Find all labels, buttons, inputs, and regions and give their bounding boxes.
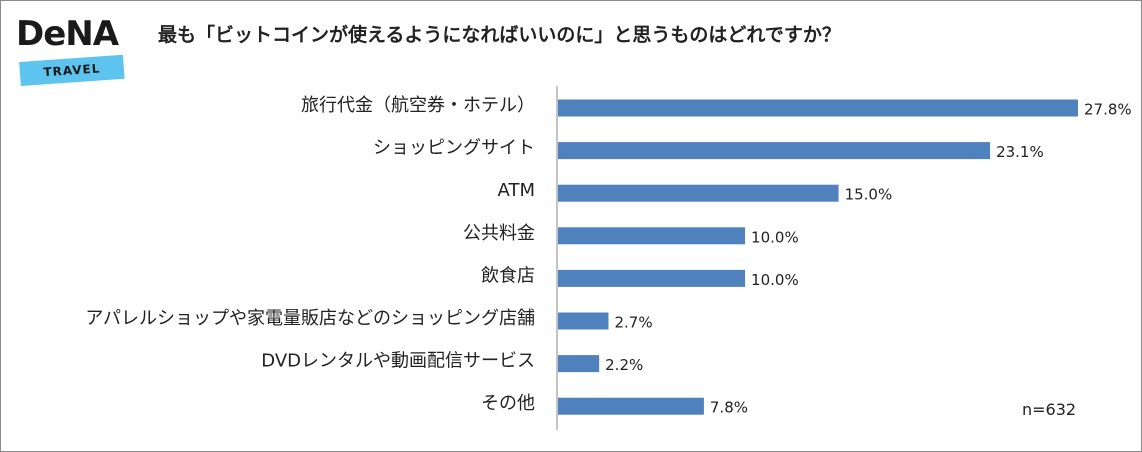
sample-size-note: n=632 bbox=[1022, 400, 1077, 419]
bar-0 bbox=[558, 99, 1078, 117]
value-label-5: 2.7% bbox=[615, 314, 653, 332]
category-label-0: 旅行代金（航空券・ホテル） bbox=[301, 95, 535, 116]
bar-4 bbox=[558, 269, 746, 287]
value-label-1: 23.1% bbox=[996, 143, 1044, 161]
value-label-2: 15.0% bbox=[845, 186, 893, 204]
category-label-7: その他 bbox=[481, 393, 535, 414]
bar-6 bbox=[558, 355, 600, 373]
bars-group bbox=[558, 99, 1078, 415]
category-label-6: DVDレンタルや動画配信サービス bbox=[261, 351, 535, 372]
value-labels-group: 27.8% 23.1% 15.0% 10.0% 10.0% 2.7% 2.2% 7.8% bbox=[605, 101, 1132, 417]
category-label-4: 飲食店 bbox=[481, 265, 535, 286]
dena-travel-logo: DeNA TRAVEL bbox=[14, 14, 126, 94]
bar-2 bbox=[558, 184, 839, 202]
category-label-1: ショッピングサイト bbox=[373, 138, 535, 159]
value-label-6: 2.2% bbox=[605, 356, 643, 374]
chart-title: 最も「ビットコインが使えるようになればいいのに」と思うものはどれですか？ bbox=[158, 24, 841, 46]
value-label-3: 10.0% bbox=[751, 228, 799, 246]
category-label-2: ATM bbox=[498, 180, 535, 201]
value-label-4: 10.0% bbox=[751, 271, 799, 289]
bar-7 bbox=[558, 397, 704, 415]
bar-1 bbox=[558, 142, 991, 160]
value-label-0: 27.8% bbox=[1084, 101, 1132, 119]
bar-3 bbox=[558, 227, 746, 245]
category-labels-group: 旅行代金（航空券・ホテル） ショッピングサイト ATM 公共料金飲食店アパレルショップ… bbox=[85, 95, 535, 414]
category-label-3: 公共料金 bbox=[463, 223, 535, 244]
bar-5 bbox=[558, 312, 609, 330]
logo-brand-text: DeNA bbox=[16, 14, 119, 54]
value-label-7: 7.8% bbox=[710, 399, 748, 417]
category-label-5: アパレルショップや家電量販店などのショッピング店舗 bbox=[85, 308, 535, 329]
